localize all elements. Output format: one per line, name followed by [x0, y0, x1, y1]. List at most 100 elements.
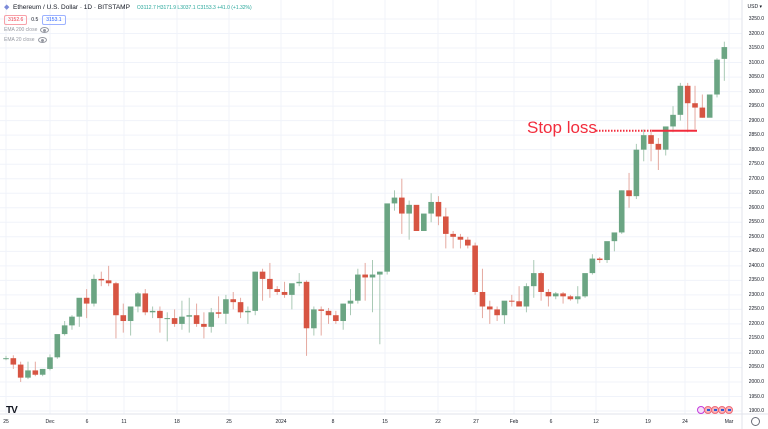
candle [391, 190, 398, 211]
candle [589, 254, 596, 275]
candle [479, 268, 486, 319]
tradingview-logo-icon[interactable]: TV [6, 405, 18, 416]
candle [325, 307, 332, 324]
candle [215, 296, 222, 319]
candle [25, 361, 31, 380]
price-tick-label: 2500.0 [748, 233, 764, 240]
candle [582, 273, 588, 298]
candle [274, 286, 281, 295]
candle [164, 312, 171, 342]
eye-icon[interactable] [37, 37, 47, 43]
candle [501, 300, 508, 324]
candle [223, 294, 229, 324]
indicator-ema20[interactable]: EMA 20 close [4, 35, 252, 45]
sell-button[interactable]: 3152.6 [4, 14, 28, 25]
candle [76, 297, 83, 327]
date-tick-label: 19 [645, 419, 651, 425]
candle [486, 300, 493, 324]
price-tick-label: 2750.0 [748, 161, 764, 168]
date-tick-label: Mar [724, 419, 734, 425]
candle [384, 203, 390, 275]
candle [83, 289, 90, 319]
candle [596, 257, 603, 263]
date-tick-label: 25 [226, 419, 232, 425]
buy-button[interactable]: 3153.1 [42, 14, 66, 25]
chart-legend: ◆ Ethereum / U.S. Dollar · 1D · BITSTAMP… [4, 2, 252, 45]
candle [186, 297, 193, 333]
candle [516, 286, 522, 307]
currency-selector[interactable]: USD ▾ [747, 4, 762, 10]
candle [237, 297, 244, 319]
candle [464, 236, 471, 249]
date-tick-label: 2024 [275, 419, 287, 425]
ethereum-icon: ◆ [4, 4, 10, 11]
candle [281, 281, 288, 298]
candle [611, 232, 618, 252]
price-tick-label: 3000.0 [748, 88, 764, 95]
date-tick-label: 25 [3, 419, 9, 425]
candle [714, 58, 720, 98]
candle [91, 274, 97, 307]
candle [655, 138, 662, 171]
candle [208, 307, 215, 333]
candle [560, 291, 566, 304]
events-markers[interactable] [697, 406, 733, 414]
price-tick-label: 2550.0 [748, 219, 764, 226]
candle [508, 294, 515, 307]
candle [69, 315, 75, 330]
candle [17, 361, 24, 382]
price-tick-label: 1900.0 [748, 408, 764, 415]
candle [604, 241, 610, 263]
settings-gear-icon[interactable] [751, 417, 760, 426]
candle [443, 207, 449, 249]
candle [538, 271, 544, 301]
price-tick-label: 2200.0 [748, 320, 764, 327]
candle [618, 190, 625, 234]
candle [670, 106, 676, 133]
candle [633, 143, 640, 200]
candle [135, 291, 141, 313]
indicator-ema200[interactable]: EMA 200 close [4, 25, 252, 35]
candle [413, 204, 420, 231]
date-tick-label: 15 [382, 419, 388, 425]
candle [120, 303, 127, 333]
candle [54, 334, 61, 359]
price-tick-label: 2600.0 [748, 204, 764, 211]
price-tick-label: 1950.0 [748, 393, 764, 400]
candle [252, 271, 259, 316]
spread-value: 0.5 [31, 16, 39, 23]
date-tick-label: 18 [174, 419, 180, 425]
price-tick-label: 2700.0 [748, 175, 764, 182]
candle [552, 291, 559, 300]
candle [706, 94, 713, 118]
economic-event-icon[interactable] [725, 406, 733, 414]
candle [10, 355, 17, 369]
candle [648, 129, 654, 162]
candle [692, 85, 698, 130]
candle [171, 309, 178, 327]
candle [421, 213, 427, 231]
price-tick-label: 2000.0 [748, 379, 764, 385]
date-tick-label: 12 [593, 419, 599, 425]
price-tick-label: 2400.0 [748, 262, 764, 269]
candle [399, 178, 405, 234]
price-tick-label: 3150.0 [748, 45, 764, 52]
candle [179, 300, 185, 330]
candle [193, 303, 200, 327]
candle [457, 233, 464, 249]
price-tick-label: 3250.0 [748, 16, 764, 22]
candle [626, 172, 632, 208]
price-tick-label: 3100.0 [748, 59, 764, 66]
date-tick-label: Feb [509, 419, 519, 425]
date-tick-label: 22 [435, 419, 441, 425]
price-tick-label: 2250.0 [748, 306, 764, 313]
eye-icon[interactable] [40, 27, 50, 33]
price-tick-label: 3200.0 [748, 30, 764, 37]
candle [428, 193, 434, 223]
date-tick-label: 6 [85, 419, 89, 425]
candle [157, 306, 163, 333]
price-tick-label: 2100.0 [748, 349, 764, 356]
symbol-title[interactable]: Ethereum / U.S. Dollar · 1D · BITSTAMP [13, 4, 130, 11]
candle [523, 283, 530, 313]
